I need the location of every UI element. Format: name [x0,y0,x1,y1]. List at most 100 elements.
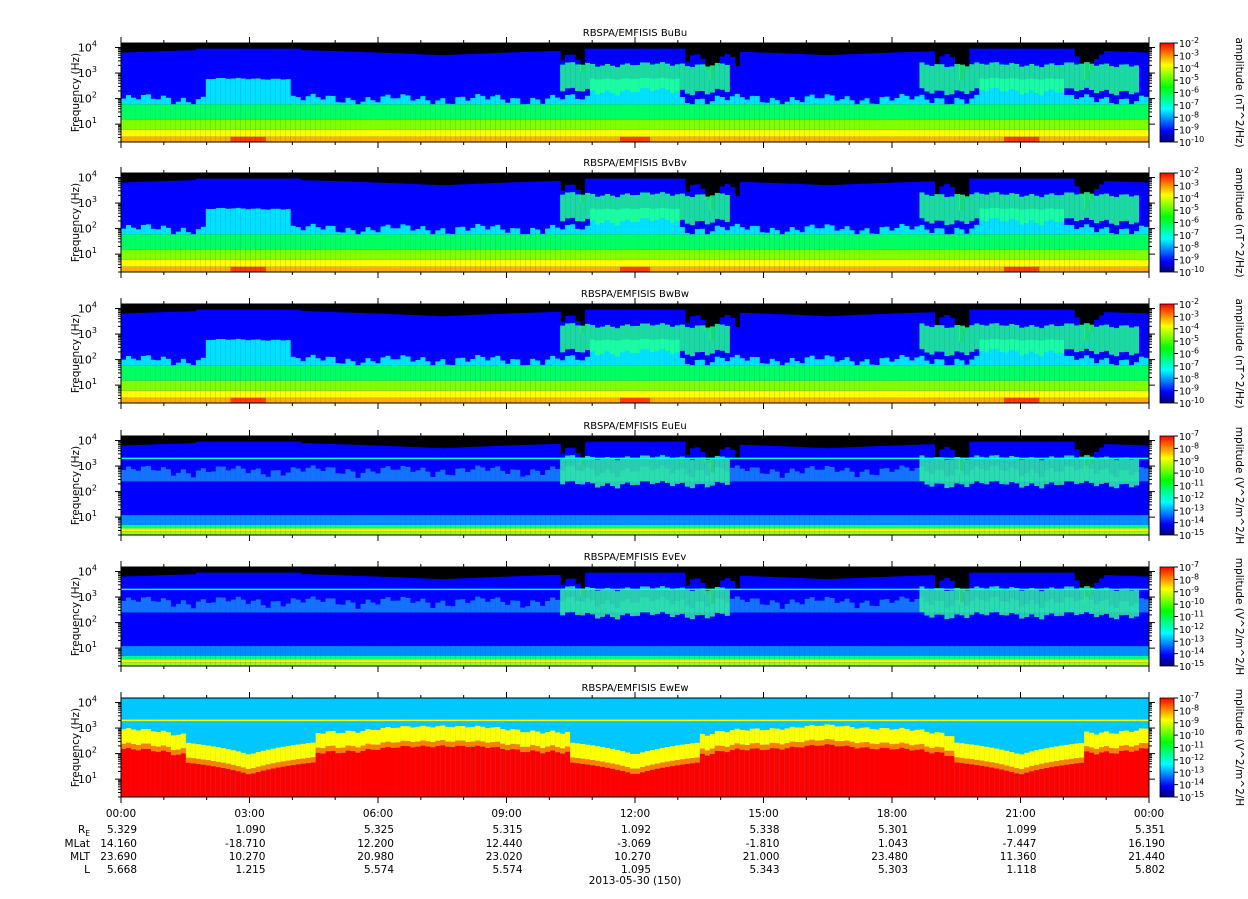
colorbar-label: amplitude (nT^2/Hz) [1233,37,1245,147]
spectrogram-image [121,698,1149,797]
y-tick-label: 103 [78,65,97,80]
spectrogram-image [121,304,1149,403]
colorbar-tick-label: 10-4 [1179,61,1199,75]
colorbar [1159,172,1175,273]
ephemeris-value: 1.090 [235,824,265,836]
colorbar [1159,435,1175,536]
ephemeris-value: 5.343 [749,864,779,876]
x-tick-label: 00:00 [106,808,136,820]
x-tick-label: 12:00 [620,808,650,820]
y-tick-label: 103 [78,326,97,341]
ephemeris-value: 1.092 [621,824,651,836]
colorbar-tick-label: 10-11 [1179,479,1204,493]
ephemeris-value: 5.574 [364,864,394,876]
ephemeris-value: 5.301 [878,824,908,836]
colorbar-tick-label: 10-8 [1179,110,1199,124]
y-axis-label: Frequency (Hz) [70,183,82,262]
y-tick-label: 103 [78,720,97,735]
colorbar-tick-label: 10-13 [1179,634,1204,648]
date-label: 2013-05-30 (150) [589,875,682,887]
ephemeris-value: 10.270 [614,851,651,863]
panel-title: RBSPA/EMFISIS BwBw [581,289,689,300]
x-tick-label: 00:00 [1134,808,1164,820]
ephemeris-value: 23.480 [871,851,908,863]
ephemeris-value: 21.440 [1128,851,1165,863]
colorbar-label: amplitude (nT^2/Hz) [1233,167,1245,277]
colorbar-tick-label: 10-13 [1179,503,1204,517]
x-tick-label: 18:00 [877,808,907,820]
colorbar-tick-label: 10-3 [1179,48,1199,62]
ephemeris-row-label: MLT [70,851,90,863]
colorbar-tick-label: 10-14 [1179,778,1204,792]
panel-title: RBSPA/EMFISIS BvBv [583,158,687,169]
colorbar [1159,566,1175,667]
y-axis-label: Frequency (Hz) [70,446,82,525]
panel-2: RBSPA/EMFISIS BvBv Frequency (Hz)101 102 10… [70,158,1245,279]
ephemeris-value: 5.325 [364,824,394,836]
colorbar-tick-label: 10-7 [1179,691,1199,705]
colorbar-tick-label: 10-12 [1179,753,1204,767]
y-tick-label: 102 [78,221,97,236]
ephemeris-value: 5.802 [1135,864,1165,876]
colorbar-tick-label: 10-9 [1179,716,1199,730]
y-axis-label: Frequency (Hz) [70,314,82,393]
panel-4: RBSPA/EMFISIS EuEu Frequency (Hz)101 102 10… [70,421,1245,544]
ephemeris-row-label: MLat [65,838,90,850]
colorbar-tick-label: 10-9 [1179,123,1199,137]
y-tick-label: 104 [78,432,97,447]
ephemeris-row-label: RE [78,824,90,838]
colorbar-tick-label: 10-8 [1179,240,1199,254]
ephemeris-value: 1.095 [621,864,651,876]
colorbar-tick-label: 10-10 [1179,597,1204,611]
ephemeris-value: 1.099 [1006,824,1036,836]
colorbar-tick-label: 10-3 [1179,178,1199,192]
colorbar-tick-label: 10-8 [1179,572,1199,586]
y-tick-label: 104 [78,300,97,315]
y-tick-label: 101 [78,116,97,131]
colorbar-label: amplitude (nT^2/Hz) [1233,298,1245,408]
y-tick-label: 101 [78,640,97,655]
colorbar-tick-label: 10-10 [1179,466,1204,480]
colorbar [1159,303,1175,404]
colorbar-tick-label: 10-9 [1179,384,1199,398]
x-tick-label: 03:00 [234,808,264,820]
x-tick-label: 21:00 [1005,808,1035,820]
colorbar-tick-label: 10-8 [1179,441,1199,455]
ephemeris-value: 12.200 [357,838,394,850]
y-tick-label: 102 [78,352,97,367]
colorbar-tick-label: 10-10 [1179,265,1204,279]
ephemeris-value: 10.270 [229,851,266,863]
colorbar-tick-label: 10-5 [1179,73,1199,87]
ephemeris-value: 5.338 [749,824,779,836]
colorbar-tick-label: 10-10 [1179,396,1204,410]
ephemeris-value: -3.069 [617,838,651,850]
ephemeris-value: 1.215 [235,864,265,876]
y-axis-label: Frequency (Hz) [70,577,82,656]
x-tick-label: 06:00 [363,808,393,820]
x-tick-label: 15:00 [748,808,778,820]
colorbar-tick-label: 10-7 [1179,429,1199,443]
y-tick-label: 103 [78,589,97,604]
colorbar-tick-label: 10-15 [1179,659,1204,673]
y-tick-label: 103 [78,458,97,473]
colorbar-tick-label: 10-7 [1179,359,1199,373]
panel-6: RBSPA/EMFISIS EwEw Frequency (Hz)101 102 10… [70,683,1245,806]
colorbar-tick-label: 10-6 [1179,216,1199,230]
ephemeris-value: -18.710 [225,838,266,850]
colorbar-tick-label: 10-3 [1179,309,1199,323]
ephemeris-value: -7.447 [1003,838,1037,850]
ephemeris-value: 5.303 [878,864,908,876]
y-tick-label: 103 [78,195,97,210]
ephemeris-value: 1.043 [878,838,908,850]
colorbar-tick-label: 10-11 [1179,610,1204,624]
colorbar-tick-label: 10-12 [1179,622,1204,636]
ephemeris-value: 11.360 [1000,851,1037,863]
colorbar-tick-label: 10-13 [1179,765,1204,779]
y-axis-label: Frequency (Hz) [70,53,82,132]
panel-title: RBSPA/EMFISIS EuEu [583,421,686,432]
colorbar-tick-label: 10-4 [1179,322,1199,336]
colorbar-tick-label: 10-7 [1179,560,1199,574]
ephemeris-value: 16.190 [1128,838,1165,850]
ephemeris-value: 21.000 [743,851,780,863]
